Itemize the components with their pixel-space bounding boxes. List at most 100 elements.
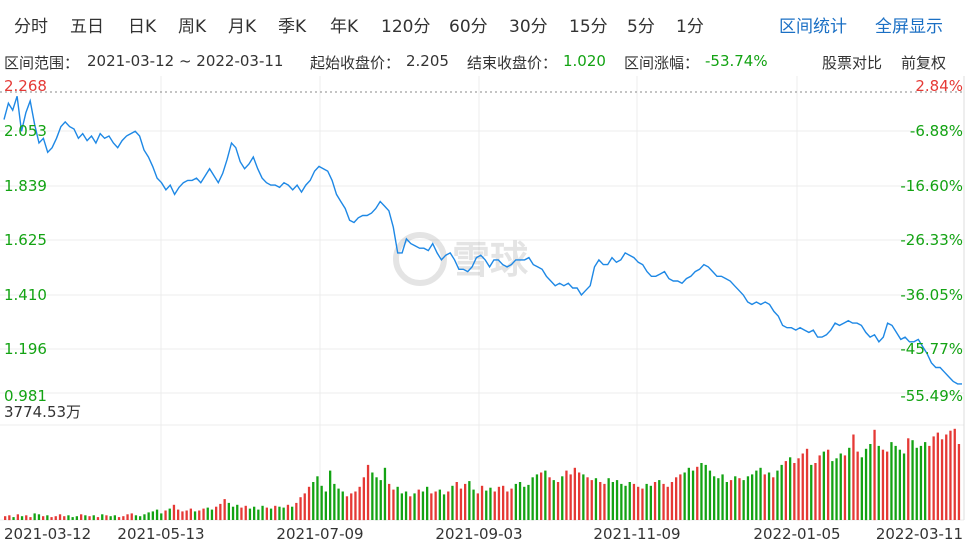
x-tick-label: 2021-05-13 <box>117 525 204 543</box>
volume-bar <box>717 478 720 520</box>
volume-bar <box>333 483 336 520</box>
volume-bar <box>911 440 914 520</box>
volume-bar <box>413 493 416 520</box>
volume-bar <box>37 514 41 520</box>
pct-axis-label: -6.88% <box>910 122 963 140</box>
volume-bar <box>240 507 243 520</box>
pct-axis-label: 2.84% <box>915 77 963 95</box>
volume-bar <box>839 453 842 520</box>
volume-bar <box>253 506 256 520</box>
volume-bar <box>582 474 585 520</box>
pct-axis-label: -26.33% <box>900 231 963 249</box>
fullscreen-link[interactable]: 全屏显示 <box>875 17 943 37</box>
volume-bar <box>358 486 361 521</box>
volume-bar <box>223 499 226 520</box>
volume-bar <box>831 461 834 520</box>
volume-bar <box>282 507 285 520</box>
volume-bar <box>729 480 733 520</box>
volume-bar <box>949 430 952 520</box>
volume-bar <box>797 458 800 521</box>
volume-bar <box>653 482 657 520</box>
volume-bar <box>400 493 403 520</box>
volume-bar <box>122 516 125 520</box>
tab-quarterly-k[interactable]: 季K <box>278 17 307 37</box>
volume-bar <box>502 485 505 520</box>
volume-bar <box>894 445 897 520</box>
volume-bar <box>578 472 581 520</box>
tab-five-day[interactable]: 五日 <box>70 17 104 37</box>
tab-15min[interactable]: 15分 <box>569 17 608 37</box>
volume-bar <box>569 474 572 520</box>
volume-bar <box>164 510 167 520</box>
volume-bar <box>248 508 252 520</box>
volume-bar <box>295 502 298 520</box>
tab-monthly-k[interactable]: 月K <box>228 17 257 37</box>
tab-daily-k[interactable]: 日K <box>128 17 157 37</box>
volume-bar <box>480 485 484 520</box>
pct-axis-label: -55.49% <box>900 387 963 405</box>
tab-5min[interactable]: 5分 <box>627 17 655 37</box>
volume-bar <box>751 474 754 520</box>
volume-bar <box>362 477 365 521</box>
volume-bar <box>776 470 779 520</box>
watermark-logo-icon <box>393 232 447 286</box>
tab-intraday[interactable]: 分时 <box>14 17 48 37</box>
tab-weekly-k[interactable]: 周K <box>178 17 207 37</box>
volume-bar <box>544 470 547 520</box>
volume-bar <box>278 506 281 520</box>
volume-bar <box>67 515 70 521</box>
volume-bar <box>552 480 555 520</box>
volume-bar <box>75 516 78 520</box>
volume-bar <box>71 517 74 520</box>
volume-bar <box>29 517 32 520</box>
volume-bar <box>531 477 534 521</box>
range-value: 2021-03-12 ~ 2022-03-11 <box>87 52 284 70</box>
volume-bar <box>810 464 813 520</box>
volume-bar <box>143 514 146 520</box>
period-tabs: 分时 五日 日K 周K 月K 季K 年K 120分 60分 30分 15分 5分… <box>0 0 968 48</box>
price-axis-label: 1.196 <box>4 340 47 358</box>
volume-bar <box>459 488 463 520</box>
volume-bar <box>451 485 454 520</box>
volume-bar <box>670 482 674 520</box>
tab-30min[interactable]: 30分 <box>509 17 548 37</box>
volume-bar <box>312 482 315 520</box>
volume-bar <box>151 511 154 520</box>
volume-bar <box>700 463 703 520</box>
volume-bar <box>738 478 741 520</box>
volume-bar <box>548 477 551 521</box>
volume-bar <box>147 512 150 520</box>
chart-grid <box>0 76 965 521</box>
volume-bar <box>687 467 690 521</box>
volume-bar <box>957 444 961 520</box>
volume-bar <box>919 445 923 520</box>
forward-adjust-button[interactable]: 前复权 <box>901 54 947 72</box>
volume-bar <box>409 496 412 521</box>
tab-120min[interactable]: 120分 <box>381 17 431 37</box>
tab-yearly-k[interactable]: 年K <box>330 17 359 37</box>
volume-bars <box>4 428 961 521</box>
volume-bar <box>708 470 712 520</box>
volume-bar <box>155 509 159 520</box>
volume-bar <box>198 510 201 520</box>
volume-bar <box>261 505 264 521</box>
stock-compare-button[interactable]: 股票对比 <box>822 54 883 72</box>
volume-bar <box>624 485 627 520</box>
range-label: 区间范围： <box>4 54 80 72</box>
volume-bar <box>84 515 87 521</box>
pct-axis-label: -45.77% <box>900 340 963 358</box>
tab-1min[interactable]: 1分 <box>676 17 704 37</box>
volume-bar <box>92 515 95 521</box>
volume-bar <box>25 515 28 521</box>
volume-bar <box>392 489 395 520</box>
x-tick-label: 2021-03-12 <box>4 525 91 543</box>
volume-bar <box>873 429 876 521</box>
range-stats-link[interactable]: 区间统计 <box>779 17 847 37</box>
volume-bar <box>46 515 49 521</box>
volume-bar <box>227 502 230 520</box>
volume-bar <box>953 428 956 520</box>
tab-60min[interactable]: 60分 <box>449 17 488 37</box>
volume-bar <box>366 464 370 520</box>
volume-bar <box>80 514 83 520</box>
